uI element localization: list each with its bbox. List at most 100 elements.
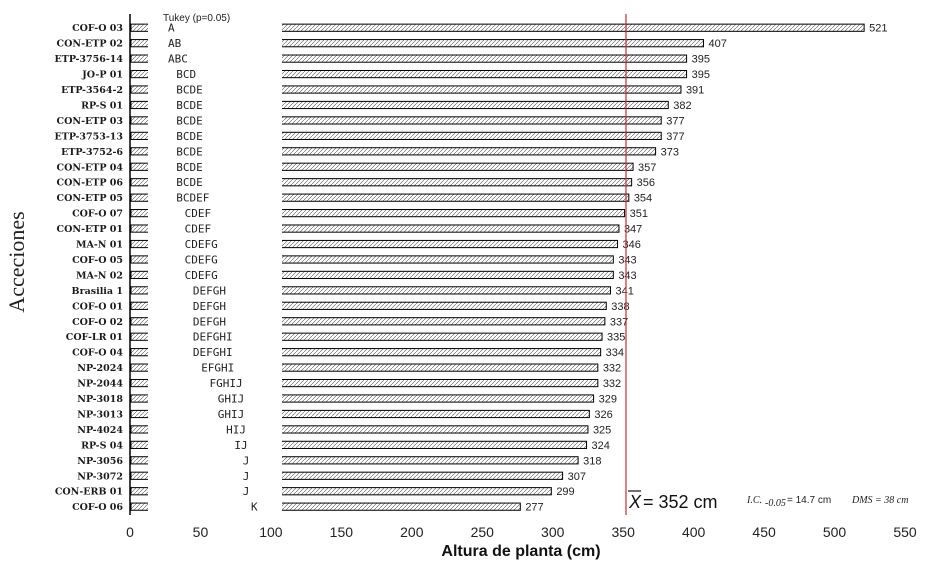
bar bbox=[130, 162, 634, 171]
bar bbox=[130, 270, 614, 280]
accession-label: JO-P 01 bbox=[81, 70, 123, 81]
tukey-group-label: BCDE bbox=[176, 84, 203, 97]
x-tick-label: 50 bbox=[193, 524, 209, 540]
bar bbox=[130, 394, 595, 403]
tukey-group-label: BCDE bbox=[176, 176, 203, 189]
x-tick-label: 400 bbox=[682, 524, 706, 540]
accession-label: NP-3056 bbox=[77, 456, 123, 467]
ic-annotation: I.C. -0.05 = 14.7 cm bbox=[746, 495, 831, 509]
accession-label: COF-O 03 bbox=[72, 23, 123, 34]
accession-label: RP-S 01 bbox=[81, 100, 123, 111]
bar bbox=[130, 69, 688, 79]
tukey-group-label: DEFGH bbox=[193, 284, 226, 297]
x-tick-label: 250 bbox=[471, 524, 495, 540]
tukey-group-label: ABC bbox=[168, 53, 188, 66]
accession-label: CON-ETP 04 bbox=[57, 162, 124, 173]
accession-label: CON-ETP 06 bbox=[57, 178, 124, 189]
bar bbox=[130, 255, 614, 264]
x-tick-label: 100 bbox=[259, 524, 283, 540]
tukey-group-label: CDEFG bbox=[185, 238, 218, 251]
value-label: 377 bbox=[666, 131, 684, 143]
bar bbox=[130, 487, 552, 496]
value-label: 354 bbox=[634, 193, 652, 205]
tukey-group-label: DEFGHI bbox=[193, 346, 233, 359]
value-label: 337 bbox=[610, 316, 628, 328]
tukey-group-label: CDEF bbox=[185, 207, 212, 220]
accession-label: NP-4024 bbox=[77, 425, 123, 436]
bar bbox=[130, 332, 603, 341]
tukey-group-label: BCDE bbox=[176, 130, 203, 143]
accession-label: NP-3013 bbox=[77, 409, 123, 420]
x-axis-title: Altura de planta (cm) bbox=[441, 543, 600, 560]
accession-label: COF-LR 01 bbox=[66, 332, 123, 343]
value-label: 343 bbox=[618, 270, 636, 282]
accession-label: Brasilia 1 bbox=[72, 286, 123, 297]
tukey-group-label: HIJ bbox=[226, 423, 246, 436]
bar bbox=[130, 116, 662, 125]
tukey-group-label: GHIJ bbox=[218, 393, 245, 406]
value-label: 346 bbox=[623, 239, 641, 251]
bar bbox=[130, 224, 620, 233]
x-tick-label: 150 bbox=[330, 524, 354, 540]
value-label: 332 bbox=[603, 363, 621, 375]
bar bbox=[130, 456, 579, 465]
value-label: 343 bbox=[618, 254, 636, 266]
x-tick-label: 350 bbox=[612, 524, 636, 540]
tukey-group-label: DEFGHI bbox=[193, 331, 233, 344]
value-label: 341 bbox=[616, 285, 634, 297]
tukey-title: Tukey (p=0.05) bbox=[163, 13, 230, 24]
bar bbox=[130, 193, 630, 202]
accession-label: NP-3018 bbox=[77, 394, 123, 405]
value-label: 335 bbox=[607, 332, 625, 344]
mean-symbol: X bbox=[628, 492, 642, 512]
tukey-group-label: BCDE bbox=[176, 145, 203, 158]
tukey-group-label: BCDE bbox=[176, 99, 203, 112]
value-label: 357 bbox=[638, 162, 656, 174]
bar bbox=[130, 363, 599, 372]
value-label: 351 bbox=[630, 208, 648, 220]
accession-label: NP-2044 bbox=[77, 379, 123, 390]
accession-label: COF-O 04 bbox=[72, 348, 123, 359]
mean-annotation: X = 352 cm bbox=[628, 490, 718, 512]
accession-label: ETP-3564-2 bbox=[61, 85, 123, 96]
value-label: 395 bbox=[692, 69, 710, 81]
value-label: 407 bbox=[709, 38, 727, 50]
bar bbox=[130, 100, 669, 110]
x-tick-label: 0 bbox=[126, 524, 134, 540]
tukey-group-label: EFGHI bbox=[201, 362, 234, 375]
ic-label: I.C. bbox=[746, 495, 762, 506]
accession-label: ETP-3756-14 bbox=[55, 54, 124, 65]
tukey-group-label: IJ bbox=[234, 439, 247, 452]
value-label: 395 bbox=[692, 54, 710, 66]
ic-value: = 14.7 cm bbox=[787, 495, 831, 506]
value-label: 334 bbox=[606, 347, 624, 359]
x-tick-label: 450 bbox=[752, 524, 776, 540]
x-tick-label: 500 bbox=[823, 524, 847, 540]
tukey-group-label: DEFGH bbox=[193, 315, 226, 328]
tukey-group-label: K bbox=[251, 501, 258, 514]
tukey-groups: A AB ABC BCD BCDE BCDE BCDE BCDE BCDE BCDE BCDE BCD… bbox=[168, 22, 258, 514]
tukey-group-label: BCDEF bbox=[176, 192, 209, 205]
accession-label: CON-ETP 05 bbox=[57, 193, 123, 204]
bar bbox=[130, 286, 611, 295]
tukey-group-label: CDEFG bbox=[185, 269, 218, 282]
x-tick-label: 550 bbox=[893, 524, 917, 540]
accession-label: CON-ETP 03 bbox=[57, 116, 123, 127]
tukey-group-label: A bbox=[168, 22, 175, 35]
bar bbox=[130, 23, 865, 32]
tukey-column-background bbox=[148, 14, 282, 514]
accession-label: ETP-3753-13 bbox=[55, 131, 123, 142]
tukey-group-label: J bbox=[243, 470, 250, 483]
value-label: 521 bbox=[869, 23, 887, 35]
x-tick-labels: 0 50 100 150 200 250 300 350 400 450 500 550 bbox=[126, 524, 917, 540]
bar bbox=[130, 85, 682, 94]
bar bbox=[130, 502, 521, 511]
tukey-group-label: J bbox=[243, 454, 250, 467]
tukey-group-label: FGHIJ bbox=[210, 377, 243, 390]
accession-label: COF-O 06 bbox=[72, 502, 123, 513]
value-label: 326 bbox=[594, 409, 612, 421]
accession-label: COF-O 01 bbox=[72, 301, 123, 312]
tukey-group-label: J bbox=[243, 485, 250, 498]
tukey-group-label: DEFGH bbox=[193, 300, 226, 313]
bar bbox=[130, 131, 662, 140]
